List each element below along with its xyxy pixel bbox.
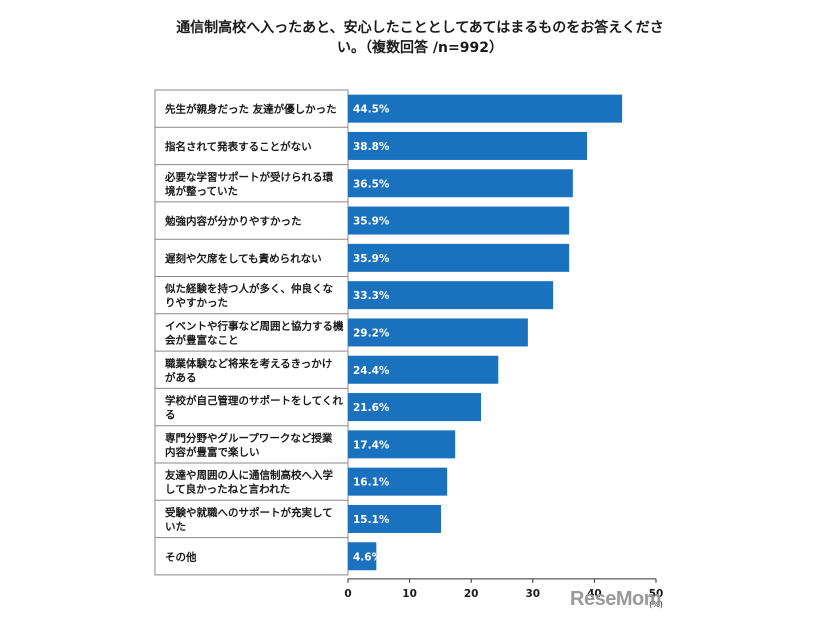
- category-label: 専門分野やグループワークなど授業内容が豊富で楽しい: [165, 431, 333, 458]
- bar-value-label: 21.6%: [353, 402, 390, 414]
- x-tick-label: 50: [649, 588, 664, 600]
- category-label-line: 先生が親身だった 友達が優しかった: [165, 103, 337, 116]
- category-label-line: 受験や就職へのサポートが充実して: [165, 506, 333, 519]
- bar-value-label: 35.9%: [353, 216, 390, 228]
- category-label-line: 内容が豊富で楽しい: [165, 445, 260, 458]
- category-label: 先生が親身だった 友達が優しかった: [165, 103, 337, 116]
- x-tick-label: 30: [525, 588, 540, 600]
- category-label-line: 友達や周囲の人に通信制高校へ入学: [164, 469, 333, 482]
- bar-value-label: 38.8%: [353, 141, 390, 153]
- bar: [348, 131, 588, 160]
- resemom-watermark-logo: ReseMom: [570, 588, 661, 610]
- category-label: 指名されて発表することがない: [165, 140, 312, 153]
- bar-value-label: 35.9%: [353, 253, 390, 265]
- category-label-line: 勉強内容が分かりやすかった: [164, 215, 302, 228]
- category-label: 必要な学習サポートが受けられる環境が整っていた: [164, 170, 333, 197]
- category-label-line: 似た経験を持つ人が多く、仲良くな: [164, 282, 333, 295]
- category-label-line: その他: [165, 550, 197, 563]
- category-label-panel-border: [154, 89, 349, 576]
- x-tick-label: 40: [587, 588, 602, 600]
- x-axis: 0 10 20 30 40 50(%): [344, 578, 664, 609]
- bar-value-label: 4.6%: [353, 551, 383, 563]
- bars-group: 44.5% 38.8% 36.5% 35.9% 35.9% 33.3% 29.2% 24.4%…: [348, 94, 623, 571]
- bar: [348, 467, 448, 496]
- category-label-line: 指名されて発表することがない: [165, 140, 312, 153]
- category-label-line: イベントや行事など周囲と協力する機: [165, 319, 344, 332]
- category-label-line: りやすかった: [165, 297, 228, 309]
- bar-value-label: 24.4%: [353, 365, 390, 377]
- bar: [348, 169, 573, 198]
- bar: [348, 355, 499, 384]
- category-label: 遅刻や欠席をしても責められない: [165, 252, 322, 265]
- category-label-line: がある: [165, 371, 197, 384]
- bar: [348, 243, 570, 272]
- bar-value-label: 16.1%: [353, 477, 390, 489]
- x-tick-label: 0: [344, 588, 351, 600]
- x-tick-label: 10: [402, 588, 417, 600]
- category-label-line: 遅刻や欠席をしても責められない: [165, 252, 322, 265]
- bar: [348, 281, 554, 310]
- bar-value-label: 29.2%: [353, 327, 390, 339]
- bar-value-label: 33.3%: [353, 290, 390, 302]
- category-label-line: 境が整っていた: [165, 184, 238, 197]
- category-label-line: 専門分野やグループワークなど授業: [165, 431, 333, 444]
- category-label-line: いた: [165, 521, 186, 533]
- category-label: 友達や周囲の人に通信制高校へ入学して良かったねと言われた: [164, 469, 333, 496]
- chart-title-line-2: い。（複数回答 /n=992）: [337, 40, 503, 56]
- x-axis-unit: (%): [649, 600, 663, 609]
- category-label: 受験や就職へのサポートが充実していた: [165, 506, 333, 533]
- bar: [348, 393, 482, 422]
- bar-value-label: 17.4%: [353, 439, 390, 451]
- category-label-line: 職業体験など将来を考えるきっかけ: [165, 357, 332, 370]
- bar: [348, 504, 442, 533]
- category-label: 似た経験を持つ人が多く、仲良くなりやすかった: [164, 282, 333, 309]
- bar: [348, 94, 623, 123]
- chart-title-line-1: 通信制高校へ入ったあと、安心したこととしてあてはまるものをお答えくださ: [176, 20, 664, 36]
- bar-value-label: 15.1%: [353, 514, 390, 526]
- category-label: 職業体験など将来を考えるきっかけがある: [165, 357, 332, 384]
- category-label-line: 会が豊富なこと: [165, 333, 239, 346]
- category-label-line: る: [165, 409, 176, 421]
- category-label: その他: [165, 550, 197, 563]
- category-label: 勉強内容が分かりやすかった: [164, 215, 302, 228]
- category-label: 学校が自己管理のサポートをしてくれる: [165, 394, 343, 421]
- category-label-panel: 先生が親身だった 友達が優しかった指名されて発表することがない必要な学習サポート…: [154, 89, 349, 576]
- bar: [348, 430, 456, 459]
- category-label-line: して良かったねと言われた: [165, 483, 290, 496]
- bar: [348, 318, 528, 347]
- bar-value-label: 36.5%: [353, 178, 390, 190]
- category-label: イベントや行事など周囲と協力する機会が豊富なこと: [165, 319, 344, 346]
- category-label-line: 必要な学習サポートが受けられる環: [164, 170, 333, 183]
- x-tick-label: 20: [464, 588, 479, 600]
- chart-title: 通信制高校へ入ったあと、安心したこととしてあてはまるものをお答えくださ い。（複…: [170, 18, 670, 58]
- bar: [348, 542, 377, 571]
- bar: [348, 206, 570, 235]
- category-label-line: 学校が自己管理のサポートをしてくれ: [165, 394, 343, 407]
- bar-value-label: 44.5%: [353, 104, 390, 116]
